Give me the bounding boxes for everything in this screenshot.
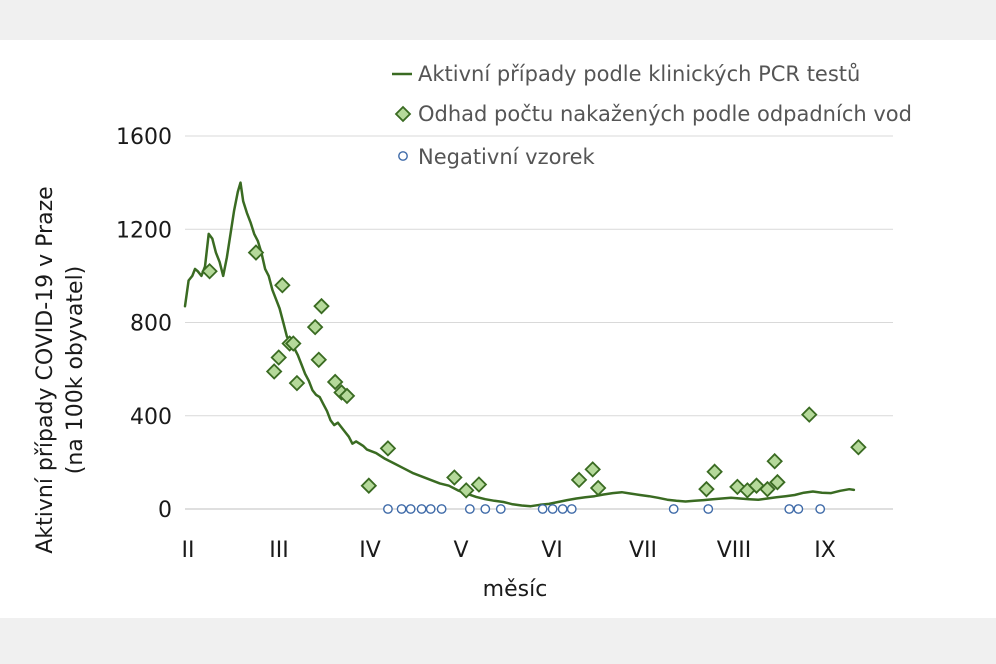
wastewater-estimate-point [589, 479, 607, 497]
wastewater-estimate-point [570, 471, 588, 489]
wastewater-estimate-point [310, 351, 328, 369]
y-tick-label: 0 [158, 498, 172, 523]
wastewater-estimate-point [338, 387, 356, 405]
y-tick-label: 800 [130, 312, 172, 337]
legend-label-line: Aktivní případy podle klinických PCR tes… [418, 62, 860, 86]
negative-sample-point [405, 504, 416, 514]
wastewater-estimate-point [766, 452, 783, 470]
grid-lines [185, 135, 893, 510]
wastewater-estimate-point [265, 363, 283, 380]
x-axis-title: měsíc [483, 577, 548, 602]
negative-sample-point [793, 504, 804, 514]
x-tick-label: II [182, 538, 195, 563]
y-tick-label: 400 [130, 405, 172, 430]
negative-sample-point [495, 504, 506, 514]
negative-sample-point [547, 504, 558, 514]
legend: Aktivní případy podle klinických PCR tes… [392, 62, 912, 169]
negative-sample-point [436, 504, 447, 514]
wastewater-estimate-point [457, 482, 475, 499]
wastewater-estimate-point [769, 473, 786, 491]
negative-sample-point [383, 504, 393, 514]
wastewater-estimate-point [801, 406, 818, 423]
x-tick-label: III [269, 538, 288, 563]
x-tick-label: VII [629, 538, 657, 563]
negative-sample-point [537, 504, 548, 514]
x-tick-label: IX [814, 538, 836, 563]
negative-sample-point [425, 504, 436, 514]
wastewater-estimate-point [470, 476, 488, 493]
wastewater-estimate-point [326, 373, 344, 391]
negative-sample-point [784, 504, 795, 514]
wastewater-estimate-point [285, 335, 302, 352]
wastewater-estimate-point [360, 477, 378, 494]
legend-circle-swatch [398, 151, 408, 161]
y-tick-label: 1200 [116, 218, 172, 243]
wastewater-estimate-point [306, 318, 324, 336]
x-tick-label: IV [359, 538, 381, 563]
y-tick-label: 1600 [116, 125, 172, 150]
x-tick-label: V [453, 538, 468, 563]
wastewater-estimate-point [379, 440, 397, 457]
legend-label-diamond: Odhad počtu nakažených podle odpadních v… [418, 102, 912, 126]
wastewater-estimate-point [706, 463, 723, 480]
series-diamond-group [201, 244, 867, 499]
series-line-group [183, 181, 856, 508]
wastewater-estimate-point [698, 480, 715, 498]
wastewater-estimate-point [274, 276, 291, 294]
y-axis-title-line2: (na 100k obyvatel) [63, 266, 88, 475]
series-circle-group [383, 504, 826, 514]
wastewater-estimate-point [247, 244, 265, 261]
negative-sample-point [464, 504, 475, 514]
wastewater-estimate-point [446, 469, 463, 486]
x-tick-label: VIII [717, 538, 752, 563]
series-line-pcr [183, 181, 856, 508]
negative-sample-point [396, 504, 407, 514]
wastewater-estimate-point [270, 349, 288, 366]
legend-diamond-swatch [394, 105, 412, 123]
y-axis-title-group: Aktivní případy COVID-19 v Praze (na 100… [33, 186, 88, 553]
negative-sample-point [703, 504, 714, 514]
negative-sample-point [566, 504, 577, 514]
wastewater-estimate-point [201, 262, 218, 280]
negative-sample-point [480, 504, 491, 514]
negative-sample-point [557, 504, 568, 514]
x-tick-label: VI [541, 538, 563, 563]
chart-panel: 0 400 800 1200 1600 II III IV V VI VII VIII IX měsí… [0, 40, 996, 618]
negative-sample-point [668, 504, 679, 514]
x-axis-ticks: II III IV V VI VII VIII IX [182, 538, 836, 563]
legend-label-circle: Negativní vzorek [418, 145, 596, 169]
y-axis-title: Aktivní případy COVID-19 v Praze [33, 186, 58, 553]
wastewater-estimate-point [288, 374, 306, 392]
negative-sample-point [416, 504, 427, 514]
negative-sample-point [815, 504, 826, 514]
wastewater-estimate-point [584, 461, 601, 478]
wastewater-estimate-point [313, 297, 330, 315]
y-axis-ticks: 0 400 800 1200 1600 [116, 125, 172, 523]
wastewater-estimate-point [850, 438, 867, 456]
wastewater-estimate-point [759, 480, 776, 498]
